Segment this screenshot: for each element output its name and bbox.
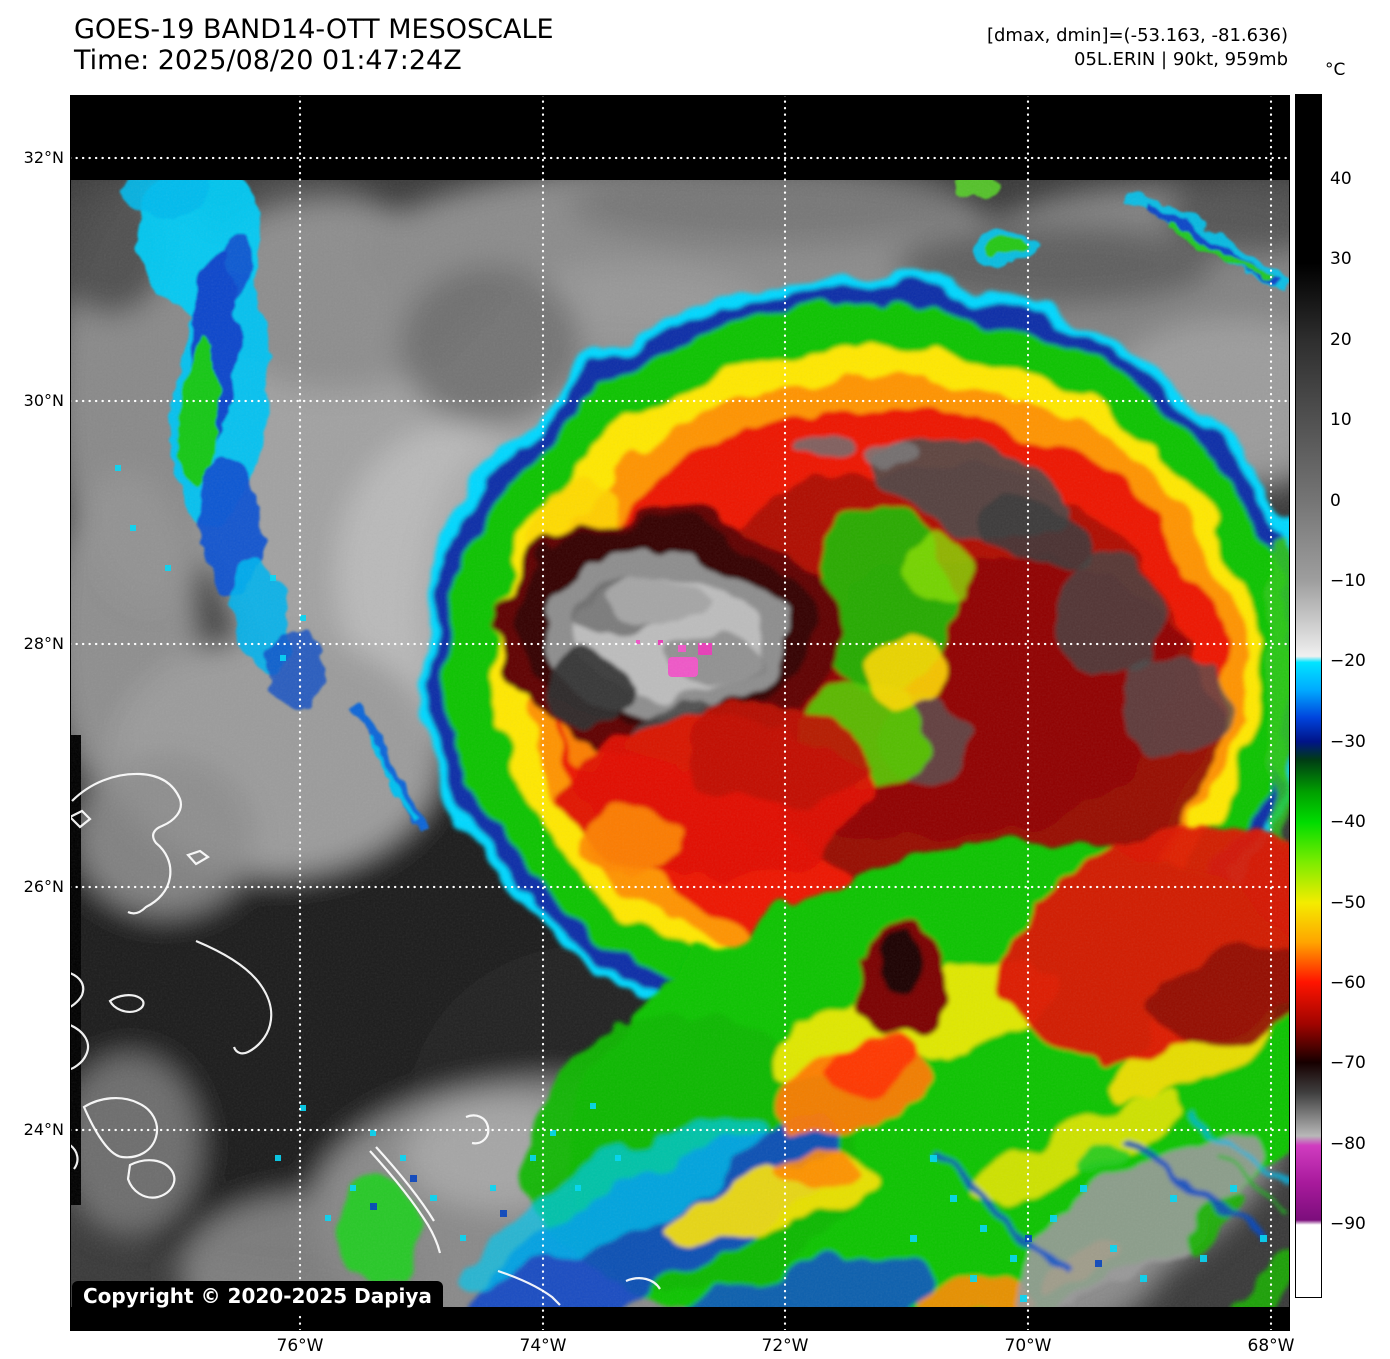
dmax-dmin-label: [dmax, dmin]=(-53.163, -81.636) — [986, 25, 1288, 46]
colorbar — [1295, 94, 1322, 1298]
lat-label-24n: 24°N — [23, 1120, 64, 1139]
header-block: GOES-19 BAND14-OTT MESOSCALE Time: 2025/… — [74, 14, 554, 76]
colorbar-tick: −50 — [1330, 893, 1366, 913]
sensor-noise-overlay — [70, 180, 1290, 1307]
lon-label-74w: 74°W — [519, 1336, 567, 1356]
colorbar-tick: −40 — [1330, 812, 1366, 832]
lat-label-28n: 28°N — [23, 634, 64, 653]
product-time: Time: 2025/08/20 01:47:24Z — [74, 45, 462, 76]
colorbar-unit-label: °C — [1325, 60, 1346, 80]
map-frame-border — [70, 95, 1290, 1331]
lat-label-30n: 30°N — [23, 391, 64, 410]
satellite-map — [70, 95, 1290, 1331]
colorbar-tick: −10 — [1330, 571, 1366, 591]
header-right-block: [dmax, dmin]=(-53.163, -81.636) 05L.ERIN… — [987, 24, 1288, 72]
colorbar-tick: 0 — [1330, 491, 1341, 511]
colorbar-tick: 40 — [1330, 169, 1352, 189]
storm-info-label: 05L.ERIN | 90kt, 959mb — [1074, 49, 1288, 70]
lon-label-70w: 70°W — [1004, 1336, 1052, 1356]
satellite-image — [70, 95, 1290, 1331]
lat-label-32n: 32°N — [23, 148, 64, 167]
copyright-badge: Copyright © 2020-2025 Dapiya — [72, 1281, 443, 1313]
colorbar-tick: 20 — [1330, 330, 1352, 350]
colorbar-tick: 30 — [1330, 249, 1352, 269]
colorbar-tick: −60 — [1330, 973, 1366, 993]
colorbar-tick: −20 — [1330, 651, 1366, 671]
colorbar-tick: 10 — [1330, 410, 1352, 430]
colorbar-tick: −90 — [1330, 1214, 1366, 1234]
lon-label-72w: 72°W — [761, 1336, 809, 1356]
colorbar-tick: −80 — [1330, 1134, 1366, 1154]
lon-label-68w: 68°W — [1247, 1336, 1295, 1356]
product-title: GOES-19 BAND14-OTT MESOSCALE — [74, 14, 554, 45]
lat-label-26n: 26°N — [23, 877, 64, 896]
colorbar-tick: −70 — [1330, 1053, 1366, 1073]
colorbar-tick: −30 — [1330, 732, 1366, 752]
lon-label-76w: 76°W — [276, 1336, 324, 1356]
graticule-gridlines — [70, 95, 1290, 1331]
